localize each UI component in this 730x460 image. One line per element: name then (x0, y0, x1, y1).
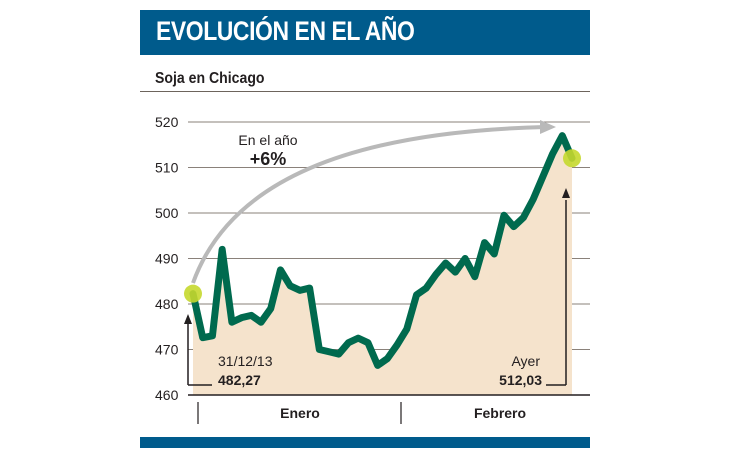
change-value: +6% (250, 149, 287, 169)
price-line (189, 132, 576, 369)
chart-title: EVOLUCIÓN EN EL AÑO (156, 16, 415, 46)
subtitle-divider (140, 91, 590, 92)
y-tick-label: 480 (155, 296, 179, 312)
trend-arrow (191, 125, 546, 284)
endpoint-marker (563, 149, 581, 168)
x-label-enero: Enero (280, 405, 320, 421)
y-tick-label: 460 (155, 387, 179, 403)
start-arrowhead (184, 314, 192, 324)
start-value: 482,27 (218, 372, 261, 388)
endpoint-marker (184, 284, 202, 303)
change-label: En el año (238, 132, 297, 148)
chart-subtitle: Soja en Chicago (155, 70, 265, 87)
end-arrowhead (562, 188, 570, 198)
y-tick-label: 490 (155, 251, 179, 267)
start-date: 31/12/13 (218, 353, 273, 369)
y-tick-label: 520 (155, 114, 179, 130)
end-label: Ayer (511, 353, 540, 369)
y-tick-label: 470 (155, 342, 179, 358)
end-value: 512,03 (499, 372, 542, 388)
x-label-febrero: Febrero (474, 405, 526, 421)
bottom-bar (140, 437, 590, 448)
end-arrow (546, 200, 567, 386)
area-fill (193, 135, 572, 395)
y-tick-label: 500 (155, 205, 179, 221)
start-arrow (187, 322, 212, 386)
trend-arrowhead (540, 120, 556, 134)
title-banner: EVOLUCIÓN EN EL AÑO (140, 10, 590, 55)
y-tick-label: 510 (155, 160, 179, 176)
